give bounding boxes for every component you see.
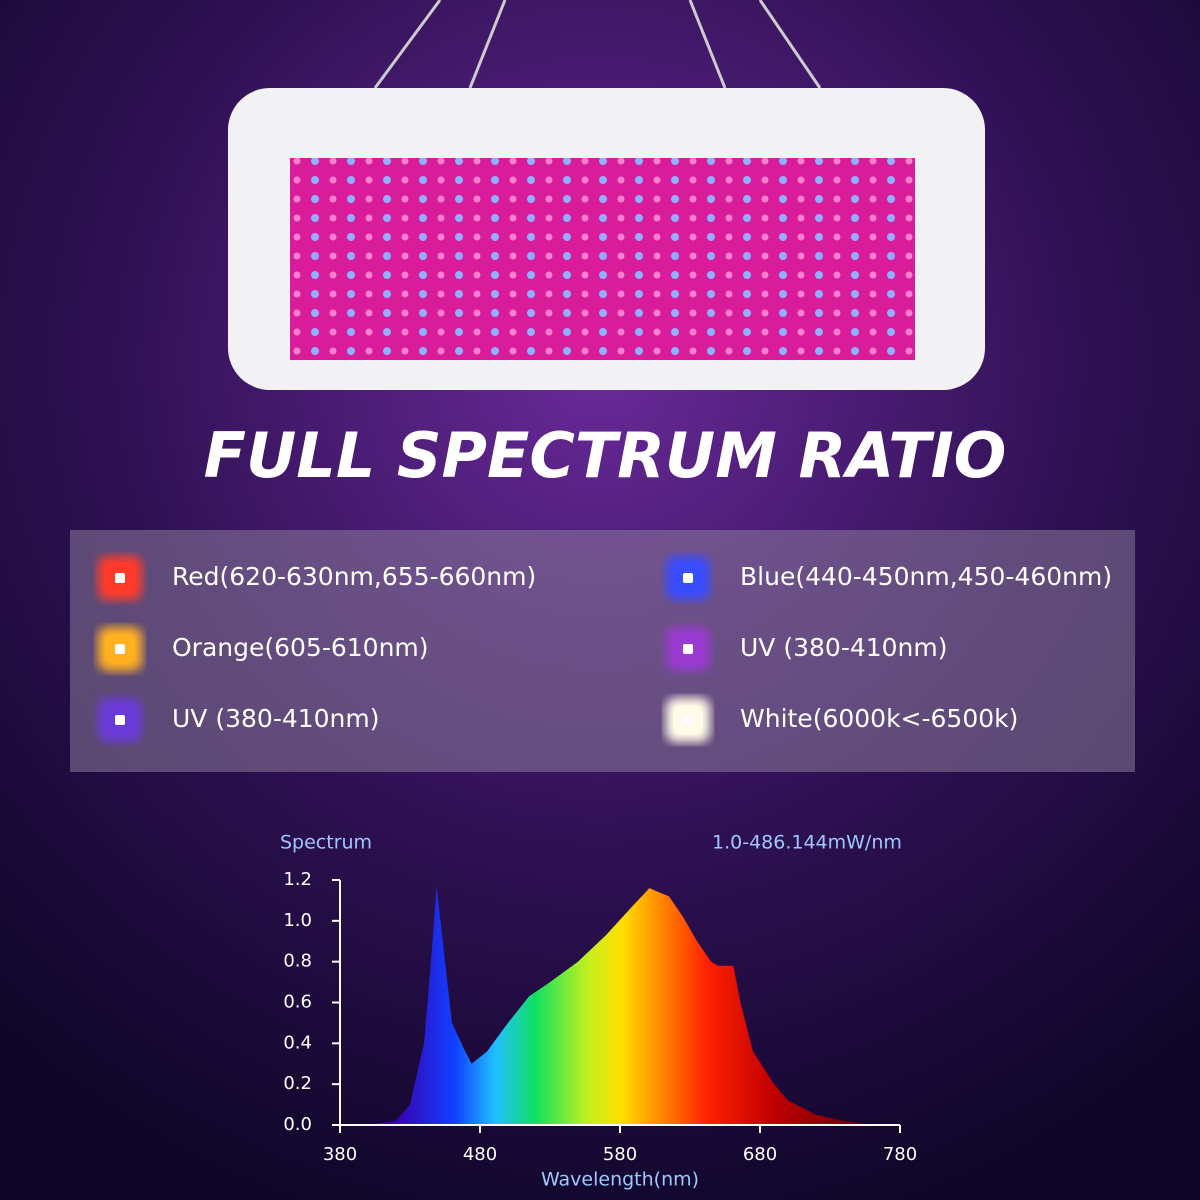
x-tick-label: 780 <box>883 1144 917 1165</box>
legend-icon-core <box>115 715 125 725</box>
legend-label: UV (380-410nm) <box>172 704 380 733</box>
legend-label: Orange(605-610nm) <box>172 633 429 662</box>
lamp-panel <box>290 158 915 360</box>
y-tick-label: 0.8 <box>283 951 312 972</box>
spectrum-area <box>368 886 872 1125</box>
y-tick-label: 0.6 <box>283 992 312 1013</box>
legend-label: UV (380-410nm) <box>740 633 948 662</box>
legend-icon-core <box>683 644 693 654</box>
legend-box <box>70 530 1135 772</box>
y-tick-label: 1.0 <box>283 910 312 931</box>
y-tick-label: 0.4 <box>283 1032 312 1053</box>
y-tick-label: 0.2 <box>283 1073 312 1094</box>
legend-icon-core <box>683 573 693 583</box>
x-tick-label: 380 <box>323 1144 357 1165</box>
title: FULL SPECTRUM RATIO <box>204 419 1007 492</box>
legend-label: Blue(440-450nm,450-460nm) <box>740 562 1112 591</box>
chart-title: Spectrum <box>280 832 372 854</box>
lamp <box>373 0 822 89</box>
legend-icon-core <box>683 715 693 725</box>
y-tick-label: 1.2 <box>283 869 312 890</box>
x-tick-label: 480 <box>463 1144 497 1165</box>
y-tick-label: 0.0 <box>283 1114 312 1135</box>
legend-label: White(6000k<-6500k) <box>740 704 1018 733</box>
x-tick-label: 680 <box>743 1144 777 1165</box>
legend-icon-core <box>115 644 125 654</box>
legend: Red(620-630nm,655-660nm) Blue(440-450nm,4… <box>98 556 1112 742</box>
legend-label: Red(620-630nm,655-660nm) <box>172 562 536 591</box>
chart: Spectrum 1.0-486.144mW/nm Wavelength(nm) 0.… <box>280 832 917 1191</box>
x-tick-label: 580 <box>603 1144 637 1165</box>
chart-subtitle: 1.0-486.144mW/nm <box>712 832 902 854</box>
legend-icon-core <box>115 573 125 583</box>
x-axis-label: Wavelength(nm) <box>541 1169 699 1191</box>
